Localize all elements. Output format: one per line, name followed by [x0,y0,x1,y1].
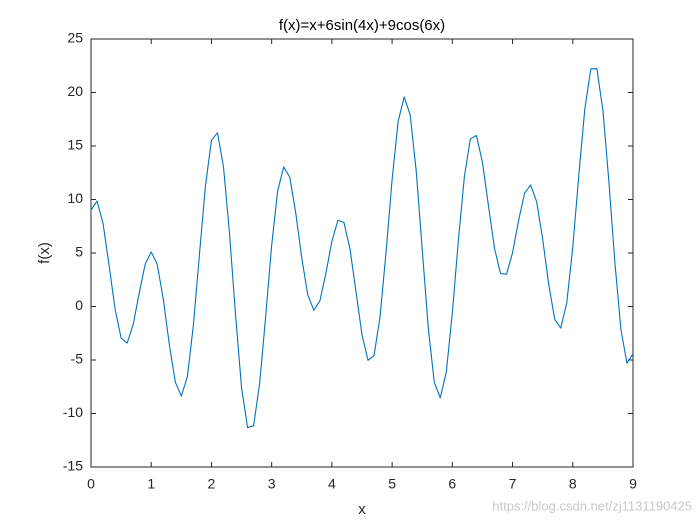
x-tick-label: 0 [87,476,95,492]
y-tick-label: 5 [75,244,83,260]
x-tick-label: 1 [147,476,155,492]
x-tick-label: 9 [629,476,637,492]
y-axis-label: f(x) [36,242,53,264]
x-tick-label: 2 [208,476,216,492]
x-axis-label: x [358,501,366,518]
x-tick-label: 7 [509,476,517,492]
x-tick-label: 5 [388,476,396,492]
watermark: https://blog.csdn.net/zj1131190425 [492,498,692,513]
y-tick-label: 15 [67,137,83,153]
y-tick-label: 20 [67,83,83,99]
chart-title: f(x)=x+6sin(4x)+9cos(6x) [279,17,445,34]
x-tick-label: 3 [268,476,276,492]
y-tick-label: -15 [63,458,83,474]
y-tick-label: -10 [63,404,83,420]
y-tick-label: -5 [71,351,84,367]
y-tick-label: 10 [67,190,83,206]
y-tick-label: 0 [75,297,83,313]
x-tick-label: 8 [569,476,577,492]
x-tick-label: 4 [328,476,336,492]
plot-area [90,38,634,468]
y-tick-label: 25 [67,30,83,46]
data-line [90,68,634,429]
x-tick-label: 6 [448,476,456,492]
